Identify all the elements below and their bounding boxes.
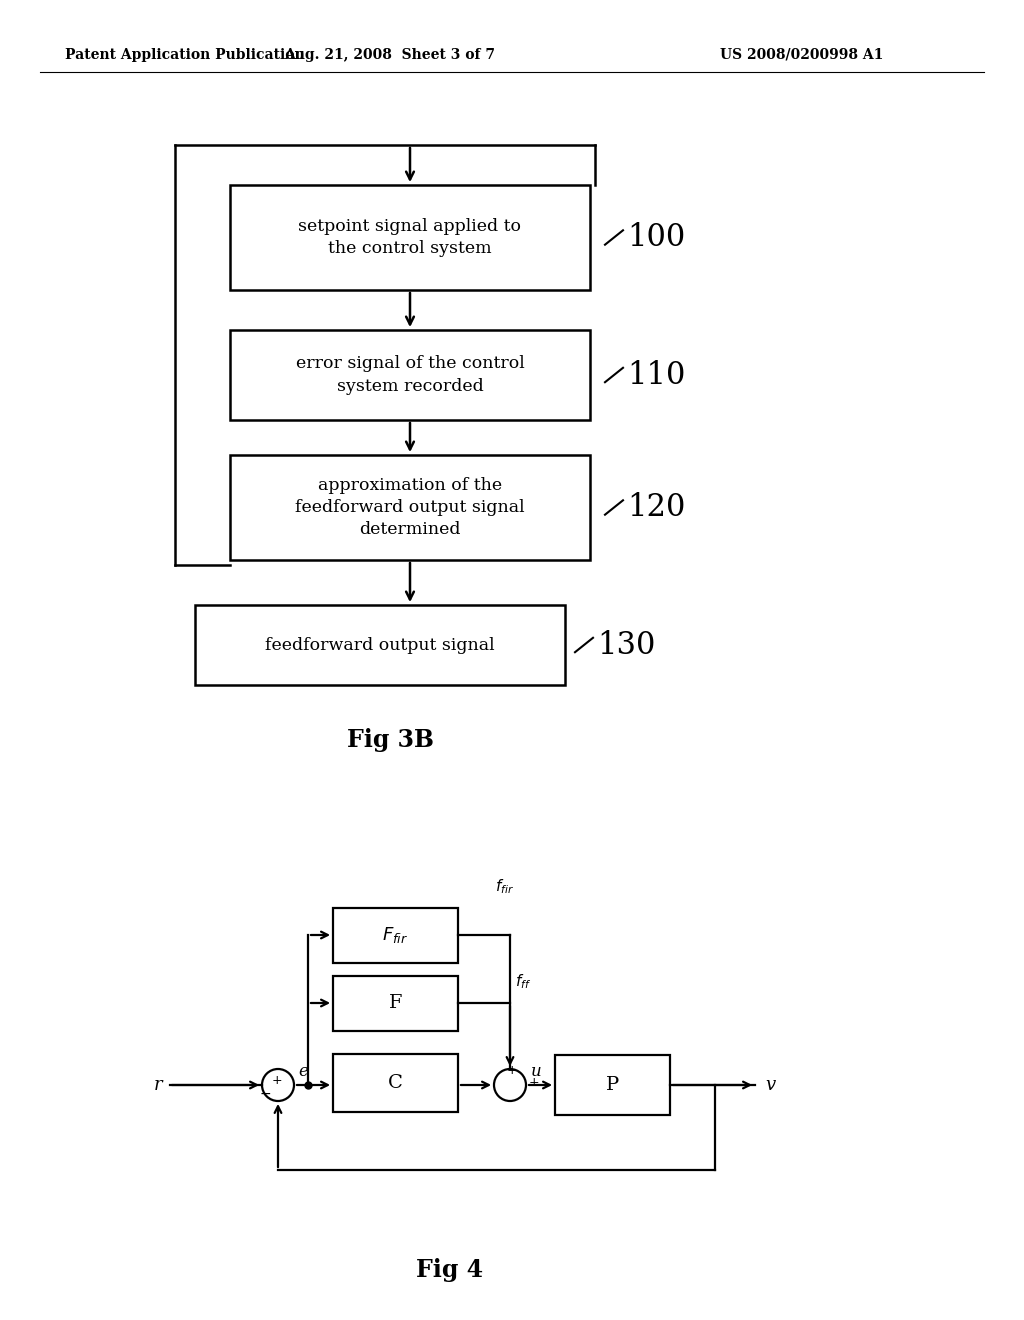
Text: error signal of the control
system recorded: error signal of the control system recor…: [296, 355, 524, 395]
Bar: [230, 185, 590, 290]
Text: $f_{fir}$: $f_{fir}$: [496, 876, 514, 895]
Text: r: r: [154, 1076, 163, 1094]
Text: −: −: [259, 1086, 270, 1101]
Text: $f_{ff}$: $f_{ff}$: [515, 973, 531, 991]
Text: 120: 120: [627, 492, 685, 523]
Text: +: +: [529, 1077, 540, 1089]
Text: Aug. 21, 2008  Sheet 3 of 7: Aug. 21, 2008 Sheet 3 of 7: [285, 48, 496, 62]
Text: US 2008/0200998 A1: US 2008/0200998 A1: [720, 48, 884, 62]
Text: +: +: [271, 1073, 283, 1086]
Bar: [555, 1055, 670, 1115]
Text: 130: 130: [597, 630, 655, 660]
Text: v: v: [765, 1076, 775, 1094]
Text: setpoint signal applied to
the control system: setpoint signal applied to the control s…: [299, 218, 521, 257]
Text: Fig 4: Fig 4: [417, 1258, 483, 1282]
Text: u: u: [530, 1063, 542, 1080]
Text: 110: 110: [627, 359, 685, 391]
Bar: [333, 1053, 458, 1111]
Text: F: F: [389, 994, 402, 1012]
Bar: [333, 975, 458, 1031]
Text: feedforward output signal: feedforward output signal: [265, 636, 495, 653]
Text: approximation of the
feedforward output signal
determined: approximation of the feedforward output …: [295, 477, 525, 539]
Bar: [195, 605, 565, 685]
Text: P: P: [606, 1076, 620, 1094]
Bar: [230, 455, 590, 560]
Bar: [230, 330, 590, 420]
Text: +: +: [507, 1064, 517, 1077]
Text: $F_{fir}$: $F_{fir}$: [382, 925, 409, 945]
Text: Fig 3B: Fig 3B: [346, 729, 433, 752]
Text: C: C: [388, 1074, 402, 1092]
Text: Patent Application Publication: Patent Application Publication: [65, 48, 304, 62]
Text: 100: 100: [627, 222, 685, 253]
Bar: [333, 908, 458, 962]
Text: e: e: [298, 1063, 308, 1080]
